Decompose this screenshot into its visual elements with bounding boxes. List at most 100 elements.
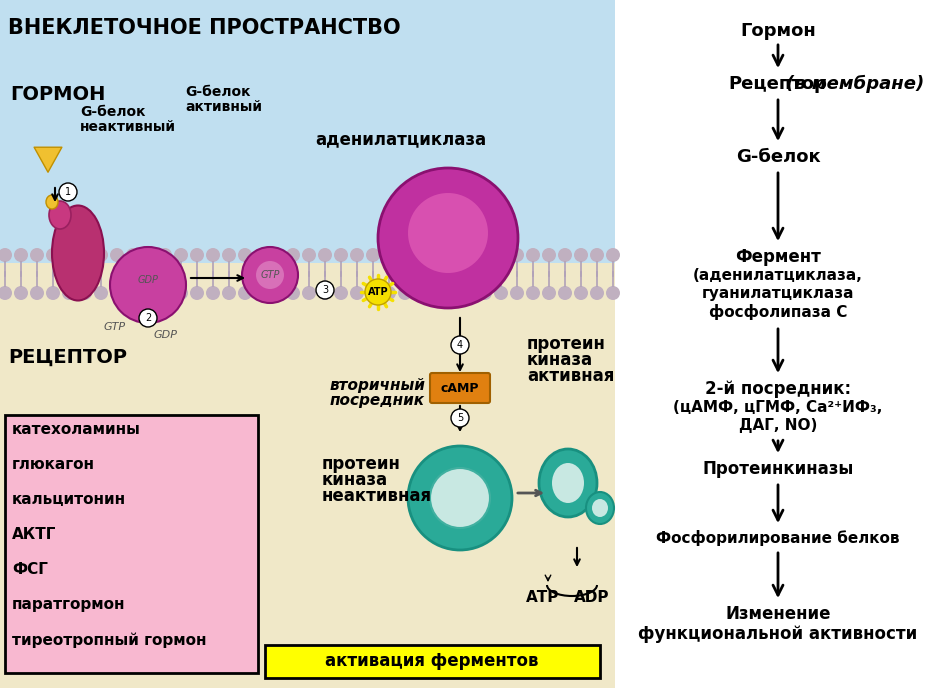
Circle shape bbox=[126, 248, 140, 262]
Circle shape bbox=[574, 248, 588, 262]
Text: ГОРМОН: ГОРМОН bbox=[10, 85, 106, 104]
Text: активная: активная bbox=[527, 367, 614, 385]
Circle shape bbox=[30, 248, 44, 262]
Text: вторичный: вторичный bbox=[330, 378, 426, 393]
Circle shape bbox=[350, 286, 364, 300]
Text: неактивная: неактивная bbox=[322, 487, 432, 505]
Circle shape bbox=[139, 309, 157, 327]
Ellipse shape bbox=[49, 201, 71, 229]
Circle shape bbox=[94, 248, 108, 262]
Ellipse shape bbox=[46, 195, 58, 209]
Circle shape bbox=[542, 286, 556, 300]
Bar bbox=[0, 0, 615, 263]
Circle shape bbox=[254, 286, 268, 300]
Circle shape bbox=[408, 193, 488, 273]
Circle shape bbox=[510, 286, 524, 300]
Circle shape bbox=[366, 248, 380, 262]
Text: ДАГ, NO): ДАГ, NO) bbox=[739, 418, 817, 433]
Text: 3: 3 bbox=[322, 285, 328, 295]
Text: кальцитонин: кальцитонин bbox=[12, 492, 126, 507]
FancyArrowPatch shape bbox=[34, 147, 62, 172]
Text: cAMP: cAMP bbox=[441, 382, 479, 394]
Circle shape bbox=[46, 248, 60, 262]
Circle shape bbox=[414, 248, 428, 262]
Circle shape bbox=[430, 248, 444, 262]
Text: протеин: протеин bbox=[527, 335, 606, 353]
Text: паратгормон: паратгормон bbox=[12, 597, 125, 612]
Text: ВНЕКЛЕТОЧНОЕ ПРОСТРАНСТВО: ВНЕКЛЕТОЧНОЕ ПРОСТРАНСТВО bbox=[8, 18, 401, 38]
Circle shape bbox=[30, 286, 44, 300]
Circle shape bbox=[398, 248, 412, 262]
Circle shape bbox=[318, 248, 332, 262]
Circle shape bbox=[94, 286, 108, 300]
Circle shape bbox=[206, 286, 220, 300]
Bar bbox=[265, 645, 600, 678]
Text: 4: 4 bbox=[457, 340, 463, 350]
Circle shape bbox=[62, 248, 76, 262]
Ellipse shape bbox=[552, 463, 584, 503]
Circle shape bbox=[78, 286, 92, 300]
Circle shape bbox=[430, 468, 490, 528]
Circle shape bbox=[0, 248, 12, 262]
Text: АТР: АТР bbox=[526, 590, 560, 605]
Circle shape bbox=[190, 286, 204, 300]
Text: протеин: протеин bbox=[322, 455, 401, 473]
Circle shape bbox=[606, 248, 620, 262]
Circle shape bbox=[110, 248, 124, 262]
Text: G-белок: G-белок bbox=[736, 148, 820, 166]
Text: активный: активный bbox=[185, 100, 262, 114]
Circle shape bbox=[318, 286, 332, 300]
Circle shape bbox=[14, 248, 28, 262]
Text: G-белок: G-белок bbox=[185, 85, 251, 99]
Circle shape bbox=[446, 286, 460, 300]
Text: Протеинкиназы: Протеинкиназы bbox=[702, 460, 854, 478]
Circle shape bbox=[451, 336, 469, 354]
Circle shape bbox=[334, 248, 348, 262]
Ellipse shape bbox=[52, 206, 104, 301]
Text: Рецептор: Рецептор bbox=[728, 75, 826, 93]
Circle shape bbox=[446, 248, 460, 262]
Circle shape bbox=[158, 248, 172, 262]
Text: посредник: посредник bbox=[330, 393, 425, 408]
Text: 2-й посредник:: 2-й посредник: bbox=[705, 380, 851, 398]
Bar bbox=[0, 263, 615, 688]
Circle shape bbox=[78, 248, 92, 262]
Text: киназа: киназа bbox=[322, 471, 388, 489]
Circle shape bbox=[526, 248, 540, 262]
Circle shape bbox=[190, 248, 204, 262]
Circle shape bbox=[365, 279, 391, 305]
Text: фосфолипаза С: фосфолипаза С bbox=[709, 304, 847, 320]
Circle shape bbox=[430, 286, 444, 300]
Text: GDP: GDP bbox=[138, 275, 158, 285]
Text: Гормон: Гормон bbox=[740, 22, 816, 40]
Circle shape bbox=[270, 286, 284, 300]
Circle shape bbox=[270, 248, 284, 262]
Text: (аденилатциклаза,: (аденилатциклаза, bbox=[693, 268, 863, 283]
Text: Фосфорилирование белков: Фосфорилирование белков bbox=[656, 530, 899, 546]
Text: Фермент: Фермент bbox=[735, 248, 821, 266]
Text: гуанилатциклаза: гуанилатциклаза bbox=[702, 286, 855, 301]
Text: GTP: GTP bbox=[104, 322, 126, 332]
Circle shape bbox=[366, 286, 380, 300]
Circle shape bbox=[238, 248, 252, 262]
Circle shape bbox=[126, 286, 140, 300]
Circle shape bbox=[174, 248, 188, 262]
Circle shape bbox=[510, 248, 524, 262]
Circle shape bbox=[59, 183, 77, 201]
Circle shape bbox=[242, 247, 298, 303]
Circle shape bbox=[286, 286, 300, 300]
Text: ATP: ATP bbox=[368, 287, 388, 297]
Ellipse shape bbox=[586, 492, 614, 524]
Circle shape bbox=[451, 409, 469, 427]
Text: GTP: GTP bbox=[260, 270, 280, 280]
Text: РЕЦЕПТОР: РЕЦЕПТОР bbox=[8, 348, 127, 367]
Circle shape bbox=[526, 286, 540, 300]
Circle shape bbox=[142, 248, 156, 262]
Text: киназа: киназа bbox=[527, 351, 593, 369]
Circle shape bbox=[462, 248, 476, 262]
Circle shape bbox=[110, 247, 186, 323]
Circle shape bbox=[316, 281, 334, 299]
Circle shape bbox=[558, 286, 572, 300]
Circle shape bbox=[14, 286, 28, 300]
Circle shape bbox=[382, 248, 396, 262]
